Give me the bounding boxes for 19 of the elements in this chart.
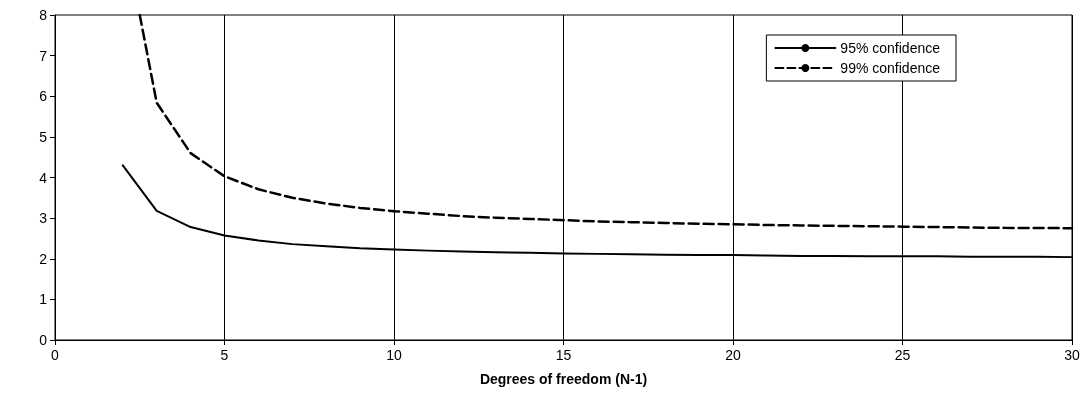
y-tick-label: 7 (39, 47, 48, 64)
legend-label: 99% confidence (840, 60, 941, 76)
x-tick-label: 0 (51, 347, 60, 363)
y-tick-label: 1 (39, 291, 48, 308)
y-tick-label: 4 (39, 169, 48, 186)
legend-label: 95% confidence (840, 40, 941, 56)
x-tick-label: 5 (220, 347, 229, 363)
y-tick-label: 6 (39, 88, 48, 105)
y-tick-label: 3 (39, 210, 48, 227)
x-tick-label: 30 (1064, 347, 1080, 363)
x-tick-label: 20 (725, 347, 741, 363)
y-tick-label: 0 (39, 332, 48, 348)
x-tick-label: 10 (386, 347, 402, 363)
y-tick-label: 5 (39, 128, 48, 145)
x-tick-label: 15 (555, 347, 572, 363)
x-axis-title: Degrees of freedom (N-1) (479, 371, 648, 387)
x-tick-label: 25 (894, 347, 911, 363)
y-tick-label: 8 (39, 7, 48, 23)
y-tick-label: 2 (39, 250, 48, 267)
